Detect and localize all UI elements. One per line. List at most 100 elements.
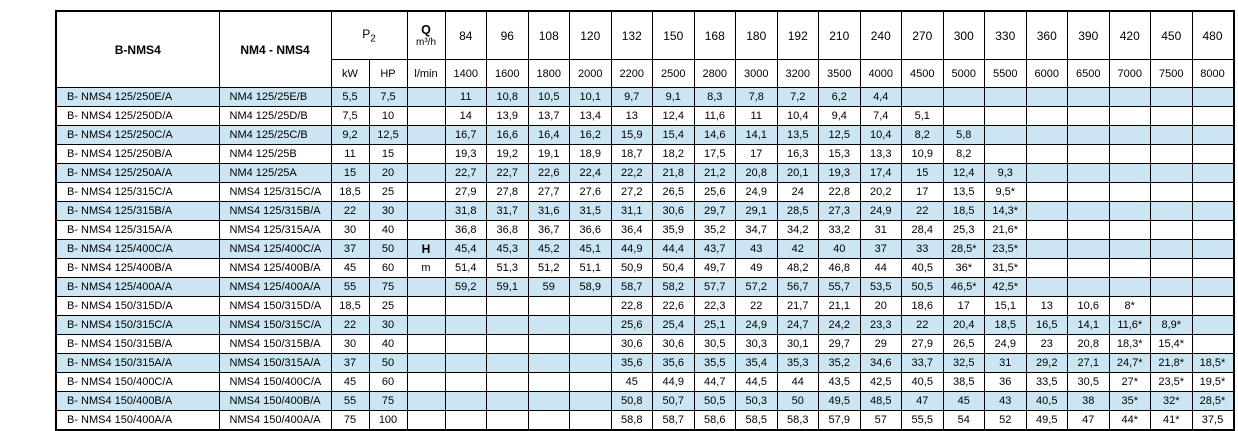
- value-cell: 13,5: [942, 182, 985, 202]
- value-cell: 22,3: [693, 296, 736, 316]
- value-cell: 7,4: [859, 106, 902, 126]
- column-header-b-nms4: B-NMS4: [55, 10, 220, 88]
- value-cell: 38,5: [942, 372, 985, 392]
- value-cell: 20,8: [1067, 334, 1110, 354]
- value-cell: 55,5: [901, 410, 944, 431]
- value-cell: 21,8*: [1150, 353, 1193, 373]
- flow-lmin-header: 2500: [652, 59, 695, 88]
- pump-performance-table-wrap: B-NMS4 NM4 - NMS4 P2 Q m³/h 84 96 108 120 13…: [55, 10, 1235, 431]
- value-cell: 36,4: [610, 220, 653, 240]
- column-header-q: Q m³/h: [406, 10, 446, 60]
- value-cell: [444, 296, 487, 316]
- table-row: B- NMS4 150/400A/A NMS4 150/400A/A 75 100 58…: [55, 410, 1234, 431]
- head-meters-cell: [406, 220, 446, 240]
- hp-cell: 30: [368, 315, 408, 335]
- column-header-lmin: l/min: [406, 59, 446, 88]
- value-cell: [569, 410, 612, 431]
- value-cell: 22,8: [610, 296, 653, 316]
- value-cell: 22,6: [652, 296, 695, 316]
- model-nm-cell: NMS4 150/400B/A: [218, 391, 332, 411]
- value-cell: 21,8: [652, 163, 695, 183]
- value-cell: [569, 334, 612, 354]
- value-cell: [1067, 106, 1110, 126]
- value-cell: 22: [901, 201, 944, 221]
- value-cell: 33,7: [901, 353, 944, 373]
- value-cell: 35,3: [776, 353, 819, 373]
- model-nm-cell: NM4 125/25E/B: [218, 87, 332, 107]
- value-cell: [1150, 277, 1193, 297]
- value-cell: 35,9: [652, 220, 695, 240]
- value-cell: 28,5: [776, 201, 819, 221]
- value-cell: 49,7: [693, 258, 736, 278]
- flow-m3h-header: 480: [1191, 10, 1234, 60]
- value-cell: 25,6: [693, 182, 736, 202]
- value-cell: 22,2: [610, 163, 653, 183]
- value-cell: 35,6: [652, 353, 695, 373]
- value-cell: 18,5: [984, 315, 1027, 335]
- hp-cell: 7,5: [368, 87, 408, 107]
- kw-cell: 7,5: [330, 106, 370, 126]
- flow-m3h-header: 270: [901, 10, 944, 60]
- kw-cell: 37: [330, 353, 370, 373]
- value-cell: [486, 315, 529, 335]
- value-cell: [1067, 163, 1110, 183]
- kw-cell: 9,2: [330, 125, 370, 145]
- head-meters-cell: H: [406, 239, 446, 259]
- value-cell: 55,7: [818, 277, 861, 297]
- value-cell: 34,7: [735, 220, 778, 240]
- value-cell: [1108, 163, 1151, 183]
- value-cell: 28,4: [901, 220, 944, 240]
- value-cell: 30,6: [652, 334, 695, 354]
- value-cell: 9,3: [984, 163, 1027, 183]
- kw-cell: 11: [330, 144, 370, 164]
- value-cell: 47: [1067, 410, 1110, 431]
- flow-lmin-header: 2200: [610, 59, 653, 88]
- flow-lmin-header: 8000: [1191, 59, 1234, 88]
- value-cell: 43: [735, 239, 778, 259]
- value-cell: 31: [859, 220, 902, 240]
- table-body: B- NMS4 125/250E/A NM4 125/25E/B 5,5 7,5 11 1…: [55, 87, 1234, 431]
- model-nm-cell: NMS4 150/400C/A: [218, 372, 332, 392]
- value-cell: 45,3: [486, 239, 529, 259]
- value-cell: [569, 353, 612, 373]
- value-cell: 10,8: [486, 87, 529, 107]
- value-cell: [1067, 277, 1110, 297]
- value-cell: 15,4*: [1150, 334, 1193, 354]
- value-cell: 50,8: [610, 391, 653, 411]
- flow-m3h-header: 240: [859, 10, 902, 60]
- head-meters-cell: [406, 315, 446, 335]
- value-cell: 27,2: [610, 182, 653, 202]
- value-cell: 20,4: [942, 315, 985, 335]
- value-cell: 21,6*: [984, 220, 1027, 240]
- value-cell: [1108, 258, 1151, 278]
- model-nm-cell: NMS4 125/400B/A: [218, 258, 332, 278]
- hp-cell: 10: [368, 106, 408, 126]
- kw-cell: 55: [330, 391, 370, 411]
- value-cell: [1150, 106, 1193, 126]
- value-cell: 26,5: [652, 182, 695, 202]
- value-cell: [1108, 106, 1151, 126]
- value-cell: [1191, 334, 1234, 354]
- value-cell: 20,8: [735, 163, 778, 183]
- model-nm-cell: NM4 125/25D/B: [218, 106, 332, 126]
- value-cell: 31,6: [527, 201, 570, 221]
- value-cell: 24,9: [859, 201, 902, 221]
- flow-m3h-header: 300: [942, 10, 985, 60]
- value-cell: 44,9: [610, 239, 653, 259]
- value-cell: [1150, 182, 1193, 202]
- value-cell: [569, 391, 612, 411]
- value-cell: [942, 87, 985, 107]
- value-cell: 22,4: [569, 163, 612, 183]
- flow-m3h-header: 150: [652, 10, 695, 60]
- value-cell: [984, 106, 1027, 126]
- value-cell: 30,6: [652, 201, 695, 221]
- value-cell: 17: [901, 182, 944, 202]
- value-cell: 8,9*: [1150, 315, 1193, 335]
- value-cell: 59: [527, 277, 570, 297]
- head-meters-cell: [406, 410, 446, 431]
- flow-m3h-header: 192: [776, 10, 819, 60]
- value-cell: [1150, 125, 1193, 145]
- table-row: B- NMS4 125/315A/A NMS4 125/315A/A 30 40 36,…: [55, 220, 1234, 240]
- value-cell: 13: [1025, 296, 1068, 316]
- value-cell: [486, 391, 529, 411]
